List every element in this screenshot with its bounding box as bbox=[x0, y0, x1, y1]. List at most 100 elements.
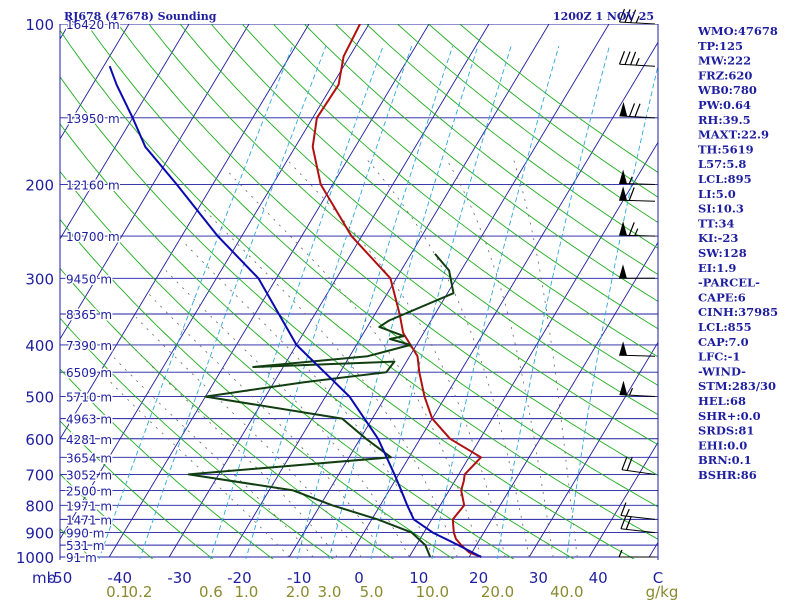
pressure-tick-label: 800 bbox=[25, 497, 54, 515]
index-value: EI:1.9 bbox=[698, 261, 736, 275]
barb-flag bbox=[620, 515, 627, 529]
pressure-unit-label: mb bbox=[32, 569, 56, 587]
barb-flag bbox=[634, 103, 641, 117]
barb-flag bbox=[621, 456, 628, 470]
index-value: PW:0.64 bbox=[698, 98, 751, 112]
isotherm bbox=[228, 24, 550, 558]
dewpoint-trace bbox=[187, 253, 455, 558]
valid-time: 1200Z 1 NOV 25 bbox=[553, 10, 654, 23]
mixing-ratio-line bbox=[496, 45, 610, 559]
height-label: 4963 m bbox=[66, 413, 112, 427]
index-value: TT:34 bbox=[698, 216, 735, 230]
dry-adiabat bbox=[60, 267, 395, 559]
pressure-tick-label: 700 bbox=[25, 466, 54, 484]
dry-adiabat bbox=[60, 170, 515, 559]
isotherm bbox=[60, 24, 310, 440]
moist-adiabat bbox=[135, 317, 362, 558]
pressure-tick-label: 200 bbox=[25, 176, 54, 194]
index-value: SW:128 bbox=[698, 246, 747, 260]
barb-flag bbox=[625, 516, 632, 530]
barb-half-flag bbox=[628, 176, 633, 184]
index-value: CAPE:6 bbox=[698, 290, 746, 304]
mixing-ratio-tick-label: 3.0 bbox=[318, 583, 342, 600]
index-value: SHR+:0.0 bbox=[698, 409, 761, 423]
barb-half-flag bbox=[628, 387, 634, 396]
barb-flag bbox=[628, 103, 636, 117]
height-label: 990 m bbox=[66, 527, 104, 541]
height-label: 7390 m bbox=[66, 339, 112, 353]
height-label: 5710 m bbox=[66, 391, 112, 405]
wind-barb bbox=[618, 51, 656, 67]
index-value: LCL:895 bbox=[698, 172, 752, 186]
isotherm bbox=[60, 24, 130, 140]
wind-barb bbox=[618, 549, 655, 558]
wind-barb bbox=[619, 380, 656, 398]
barb-shaft bbox=[619, 394, 656, 398]
index-value: TH:5619 bbox=[698, 142, 754, 156]
temperature-tick-label: C bbox=[653, 569, 663, 587]
mixing-ratio-tick-label: g/kg bbox=[646, 583, 679, 600]
height-label: 1971 m bbox=[66, 499, 112, 513]
wind-barb bbox=[619, 169, 656, 185]
dry-adiabat bbox=[60, 76, 635, 559]
dry-adiabat bbox=[272, 24, 658, 330]
moist-adiabat bbox=[122, 335, 338, 558]
parcel-trace bbox=[108, 65, 482, 558]
mixing-ratio-line bbox=[431, 45, 560, 559]
temperature-tick-label: 30 bbox=[529, 569, 548, 587]
dry-adiabat bbox=[148, 24, 658, 446]
index-value: LI:5.0 bbox=[698, 187, 736, 201]
pressure-tick-label: 100 bbox=[25, 16, 54, 34]
temperature-tick-label: 40 bbox=[589, 569, 608, 587]
isotherm bbox=[528, 341, 658, 558]
moist-adiabat bbox=[112, 355, 314, 558]
mixing-ratio-tick-label: 0.1 bbox=[106, 583, 130, 600]
sounding-traces bbox=[108, 24, 482, 558]
dry-adiabat bbox=[241, 24, 658, 358]
moist-adiabat bbox=[287, 159, 506, 558]
index-value: EHI:0.0 bbox=[698, 438, 747, 452]
barb-pennant bbox=[619, 101, 628, 117]
index-value: KI:-23 bbox=[698, 231, 738, 245]
dry-adiabat bbox=[303, 24, 658, 302]
dry-adiabat bbox=[60, 218, 455, 559]
isotherm bbox=[588, 441, 658, 558]
barb-pennant bbox=[619, 341, 627, 356]
pressure-tick-label: 500 bbox=[25, 389, 54, 407]
mixing-ratio-line bbox=[296, 45, 454, 559]
dry-adiabat bbox=[366, 24, 658, 249]
pressure-tick-label: 600 bbox=[25, 431, 54, 449]
temperature-tick-label: -50 bbox=[48, 569, 73, 587]
index-value: MAXT:22.9 bbox=[698, 128, 769, 142]
wind-barb bbox=[619, 221, 656, 237]
barb-flag bbox=[620, 502, 627, 516]
isotherm bbox=[60, 24, 250, 340]
wind-barbs bbox=[618, 8, 656, 558]
mixing-ratio-tick-label: 0.2 bbox=[129, 583, 153, 600]
height-label: 1471 m bbox=[66, 513, 112, 527]
pressure-tick-label: 300 bbox=[25, 270, 54, 288]
wind-barb bbox=[619, 186, 656, 202]
height-label: 9450 m bbox=[66, 272, 112, 286]
index-value: MW:222 bbox=[698, 54, 751, 68]
height-label: 10700 m bbox=[66, 230, 120, 244]
dry-adiabat bbox=[60, 123, 575, 559]
temperature-tick-label: -10 bbox=[287, 569, 312, 587]
temperature-tick-label: 10 bbox=[409, 569, 428, 587]
isotherm bbox=[348, 41, 658, 558]
index-value: L57:5.8 bbox=[698, 157, 746, 171]
dry-adiabat bbox=[60, 29, 658, 540]
height-label: 4281 m bbox=[66, 433, 112, 447]
moist-adiabat bbox=[228, 172, 482, 558]
mixing-ratio-line bbox=[139, 45, 327, 559]
moist-adiabat bbox=[201, 206, 458, 558]
index-value: WMO:47678 bbox=[697, 24, 778, 38]
diagram-grid bbox=[60, 24, 658, 559]
index-value: SI:10.3 bbox=[698, 202, 744, 216]
height-label: 6509 m bbox=[66, 366, 112, 380]
moist-adiabat bbox=[100, 371, 290, 558]
index-value: HEL:68 bbox=[698, 394, 746, 408]
barb-pennant bbox=[619, 221, 627, 236]
temperature-trace bbox=[311, 24, 482, 558]
